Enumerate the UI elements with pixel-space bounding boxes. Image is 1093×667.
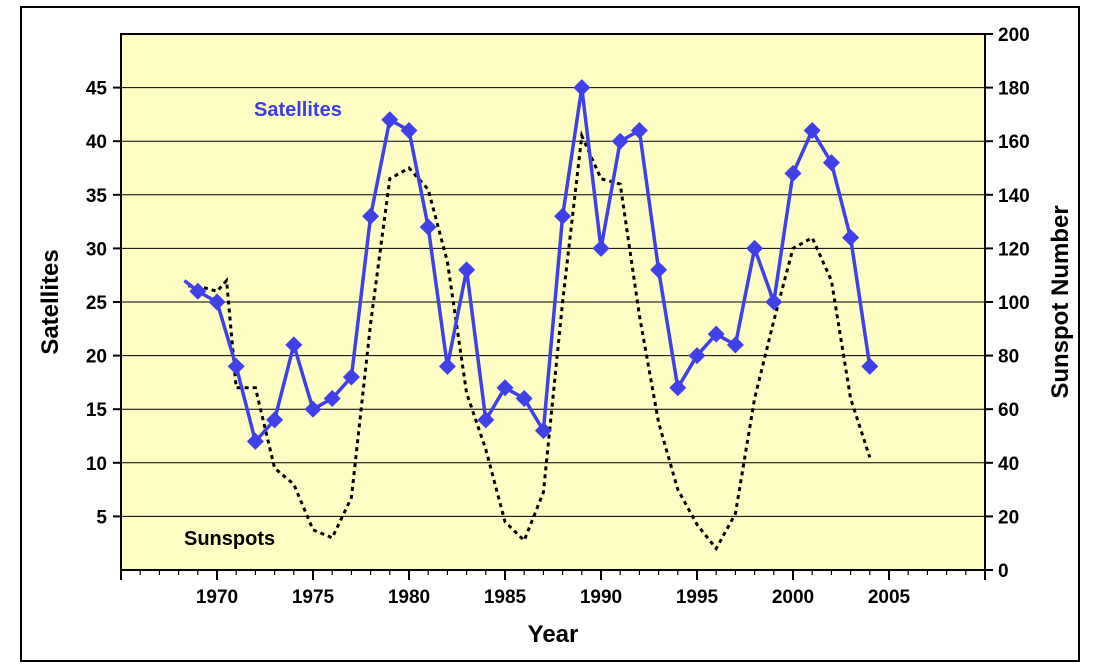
satellites-point-1989 bbox=[573, 79, 591, 97]
satellites-point-1996 bbox=[707, 325, 725, 343]
y2-tick-label-40: 40 bbox=[998, 454, 1019, 475]
y-tick-label-40: 40 bbox=[86, 132, 107, 153]
satellites-point-1976 bbox=[323, 389, 341, 407]
x-tick-label-2005: 2005 bbox=[868, 587, 911, 608]
satellites-annotation: Satellites bbox=[254, 99, 342, 121]
satellites-point-1986 bbox=[515, 389, 533, 407]
x-tick-label-1970: 1970 bbox=[196, 587, 238, 608]
satellites-point-2000 bbox=[784, 164, 802, 182]
y-tick-label-20: 20 bbox=[86, 347, 107, 368]
satellites-point-1970 bbox=[208, 293, 226, 311]
satellites-point-1978 bbox=[362, 207, 380, 225]
y2-tick-label-200: 200 bbox=[998, 25, 1030, 46]
y2-tick-label-100: 100 bbox=[998, 293, 1030, 314]
satellites-point-2002 bbox=[822, 154, 840, 172]
y2-tick-label-120: 120 bbox=[998, 239, 1030, 260]
satellites-point-1997 bbox=[726, 336, 744, 354]
y2-tick-label-180: 180 bbox=[998, 79, 1030, 100]
satellites-point-1979 bbox=[381, 111, 399, 129]
y-tick-label-15: 15 bbox=[86, 400, 108, 421]
x-tick-label-1975: 1975 bbox=[292, 587, 335, 608]
satellites-point-1984 bbox=[477, 411, 495, 429]
satellites-point-1995 bbox=[688, 347, 706, 365]
y2-tick-label-80: 80 bbox=[998, 347, 1019, 368]
y2-axis-title: Sunspot Number bbox=[1047, 205, 1074, 398]
satellites-point-1977 bbox=[342, 368, 360, 386]
y2-tick-label-0: 0 bbox=[998, 561, 1009, 582]
satellites-point-1985 bbox=[496, 379, 514, 397]
satellites-point-1973 bbox=[266, 411, 284, 429]
satellites-point-1994 bbox=[669, 379, 687, 397]
x-tick-label-1980: 1980 bbox=[388, 587, 430, 608]
y-tick-label-30: 30 bbox=[86, 239, 107, 260]
satellites-point-1998 bbox=[746, 239, 764, 257]
satellites-point-1974 bbox=[285, 336, 303, 354]
series-layer bbox=[183, 79, 879, 552]
y-tick-label-35: 35 bbox=[86, 186, 108, 207]
satellites-point-1975 bbox=[304, 400, 322, 418]
y-tick-label-45: 45 bbox=[86, 79, 108, 100]
satellites-point-1987 bbox=[534, 422, 552, 440]
x-axis-title: Year bbox=[528, 621, 579, 648]
sunspots-line bbox=[188, 130, 872, 552]
satellites-point-1988 bbox=[554, 207, 572, 225]
satellites-point-2001 bbox=[803, 121, 821, 139]
y-axis-title: Satellites bbox=[37, 249, 64, 354]
tick-labels: 1970 1975 1980 1985 1990 1995 2000 200551015202… bbox=[86, 25, 1030, 608]
satellites-point-1990 bbox=[592, 239, 610, 257]
satellites-point-2003 bbox=[842, 229, 860, 247]
satellites-point-1981 bbox=[419, 218, 437, 236]
y-tick-label-10: 10 bbox=[86, 454, 107, 475]
satellites-point-1991 bbox=[611, 132, 629, 150]
y2-tick-label-60: 60 bbox=[998, 400, 1019, 421]
satellites-point-1993 bbox=[650, 261, 668, 279]
grid-lines bbox=[121, 87, 985, 517]
satellites-point-1972 bbox=[246, 432, 264, 450]
y-tick-label-5: 5 bbox=[96, 507, 107, 528]
y-tick-label-25: 25 bbox=[86, 293, 108, 314]
y2-tick-label-160: 160 bbox=[998, 132, 1030, 153]
x-tick-label-1985: 1985 bbox=[484, 587, 527, 608]
satellites-point-1969 bbox=[189, 282, 207, 300]
satellites-point-1999 bbox=[765, 293, 783, 311]
satellites-point-1982 bbox=[438, 357, 456, 375]
satellites-point-1980 bbox=[400, 121, 418, 139]
satellites-point-1971 bbox=[227, 357, 245, 375]
sunspots-annotation: Sunspots bbox=[184, 528, 275, 550]
satellites-point-1983 bbox=[458, 261, 476, 279]
satellites-point-1992 bbox=[630, 121, 648, 139]
y2-tick-label-20: 20 bbox=[998, 507, 1019, 528]
x-tick-label-1990: 1990 bbox=[580, 587, 622, 608]
y2-tick-label-140: 140 bbox=[998, 186, 1030, 207]
x-tick-label-1995: 1995 bbox=[676, 587, 719, 608]
x-tick-label-2000: 2000 bbox=[772, 587, 814, 608]
satellites-point-2004 bbox=[861, 357, 879, 375]
axes bbox=[113, 33, 993, 580]
